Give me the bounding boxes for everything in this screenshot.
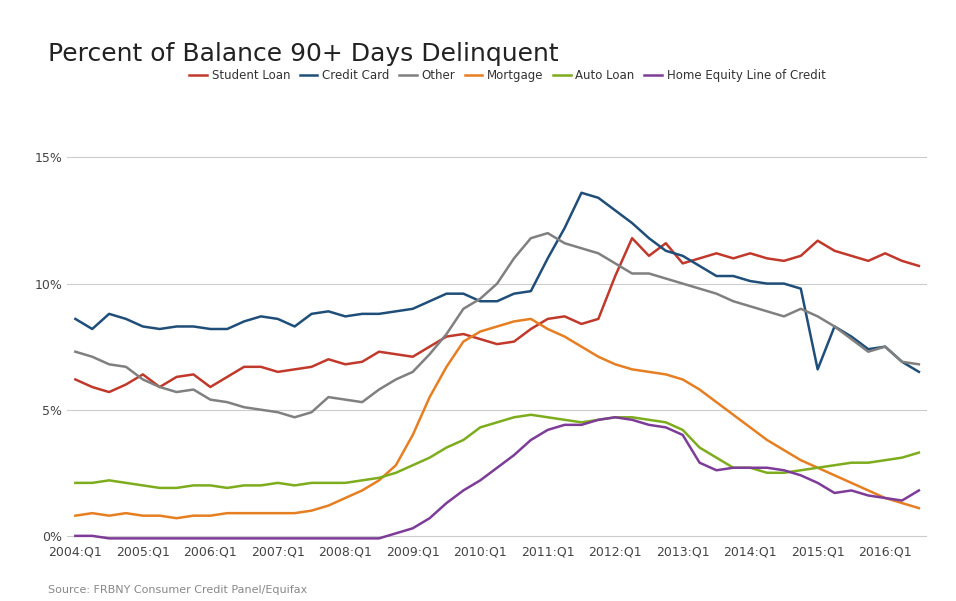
Credit Card [339,313,351,320]
Other [255,406,267,413]
Other [289,413,300,421]
Credit Card [70,316,81,323]
Other [913,361,924,368]
Auto Loan [357,477,368,484]
Student Loan [897,257,908,264]
Student Loan [339,361,351,368]
Credit Card [643,234,655,242]
Mortgage [171,514,183,522]
Home Equity Line of Credit [710,466,722,474]
Student Loan [272,368,284,376]
Mortgage [913,504,924,511]
Other [357,398,368,406]
Home Equity Line of Credit [357,535,368,542]
Text: Source: FRBNY Consumer Credit Panel/Equifax: Source: FRBNY Consumer Credit Panel/Equi… [48,585,307,595]
Other [339,396,351,403]
Home Equity Line of Credit [897,497,908,504]
Auto Loan [339,479,351,486]
Auto Loan [525,411,536,418]
Legend: Student Loan, Credit Card, Other, Mortgage, Auto Loan, Home Equity Line of Credi: Student Loan, Credit Card, Other, Mortga… [185,64,830,87]
Auto Loan [272,479,284,486]
Student Loan [660,240,671,247]
Line: Student Loan: Student Loan [76,238,919,392]
Home Equity Line of Credit [272,535,284,542]
Home Equity Line of Credit [610,413,621,421]
Mortgage [525,316,536,323]
Line: Home Equity Line of Credit: Home Equity Line of Credit [76,417,919,538]
Mortgage [339,495,351,502]
Mortgage [272,510,284,517]
Line: Other: Other [76,233,919,417]
Other [710,290,722,297]
Credit Card [323,308,335,315]
Mortgage [357,487,368,494]
Credit Card [897,358,908,365]
Other [660,275,671,282]
Auto Loan [897,454,908,461]
Student Loan [710,249,722,257]
Credit Card [576,189,587,197]
Home Equity Line of Credit [339,535,351,542]
Mortgage [710,398,722,406]
Auto Loan [913,449,924,456]
Line: Credit Card: Credit Card [76,193,919,372]
Auto Loan [710,454,722,461]
Student Loan [357,358,368,365]
Line: Auto Loan: Auto Loan [76,415,919,488]
Mortgage [70,512,81,519]
Student Loan [626,234,638,242]
Home Equity Line of Credit [660,424,671,431]
Auto Loan [70,479,81,486]
Home Equity Line of Credit [103,535,115,542]
Other [542,230,554,237]
Credit Card [913,368,924,376]
Credit Card [255,313,267,320]
Mortgage [897,499,908,507]
Home Equity Line of Credit [913,487,924,494]
Line: Mortgage: Mortgage [76,319,919,518]
Text: Percent of Balance 90+ Days Delinquent: Percent of Balance 90+ Days Delinquent [48,42,558,66]
Home Equity Line of Credit [70,532,81,540]
Student Loan [913,262,924,269]
Other [897,358,908,365]
Other [70,348,81,355]
Student Loan [70,376,81,383]
Auto Loan [660,419,671,426]
Student Loan [103,388,115,395]
Credit Card [694,262,706,269]
Mortgage [660,371,671,378]
Auto Loan [154,484,165,492]
